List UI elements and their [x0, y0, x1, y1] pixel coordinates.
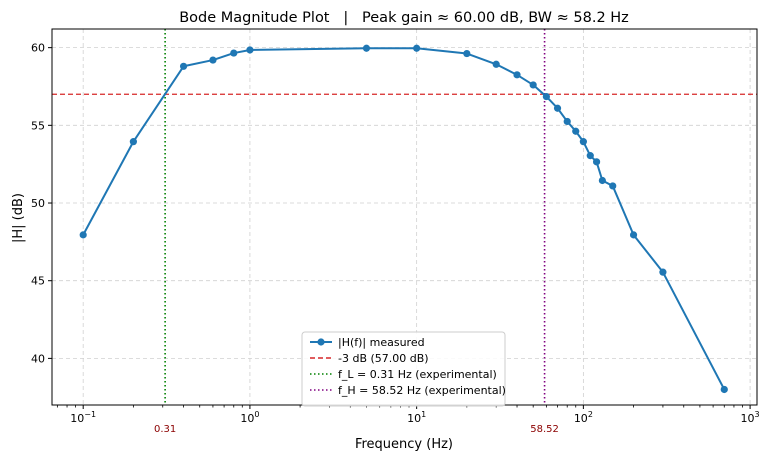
data-point [492, 60, 500, 68]
chart-title: Bode Magnitude Plot | Peak gain ≈ 60.00 … [179, 10, 629, 26]
data-point [179, 62, 188, 70]
cutoff-tick-label: 58.52 [530, 424, 559, 435]
data-point [513, 71, 521, 79]
y-tick-label: 45 [31, 275, 45, 288]
data-point [629, 231, 638, 239]
legend-label: f_H = 58.52 Hz (experimental) [338, 384, 506, 397]
legend-label: f_L = 0.31 Hz (experimental) [338, 368, 497, 381]
data-point [592, 158, 601, 166]
y-axis-title: |H| (dB) [11, 193, 26, 243]
data-point [129, 138, 137, 146]
data-point [362, 44, 371, 52]
data-point [659, 268, 667, 276]
data-point [246, 46, 254, 54]
y-tick-label: 60 [31, 42, 45, 55]
y-tick-label: 55 [31, 119, 45, 132]
data-point [720, 385, 728, 394]
data-point [563, 117, 571, 126]
series-layer [79, 44, 728, 394]
x-tick-label: 10−1 [70, 410, 96, 425]
legend-label: |H(f)| measured [338, 336, 425, 349]
reference-lines [52, 29, 757, 405]
data-point [598, 176, 606, 185]
data-point [463, 49, 471, 58]
x-tick-label: 100 [240, 410, 259, 425]
legend: |H(f)| measured -3 dB (57.00 dB) f_L = 0.3… [301, 331, 506, 407]
tick-layer: 40 45 50 55 60 10−1 100 101 102 103 0.31 58.52 [31, 42, 760, 435]
data-point [579, 138, 587, 146]
data-point [79, 231, 87, 239]
x-axis-title: Frequency (Hz) [355, 437, 453, 452]
legend-box [301, 331, 506, 407]
y-tick-label: 50 [31, 197, 45, 210]
data-point [609, 182, 617, 190]
cutoff-tick-label: 0.31 [154, 424, 176, 435]
y-tick-label: 40 [31, 352, 45, 365]
data-point [413, 44, 421, 52]
data-point [586, 152, 594, 160]
data-point [542, 92, 550, 101]
legend-marker [317, 338, 325, 346]
data-point [529, 81, 537, 89]
data-point [230, 49, 238, 57]
data-point [209, 56, 217, 64]
x-tick-label: 102 [574, 410, 593, 425]
legend-label: -3 dB (57.00 dB) [338, 352, 429, 365]
x-tick-label: 103 [741, 410, 760, 425]
data-point [553, 104, 562, 112]
x-tick-label: 101 [407, 410, 426, 425]
data-point [572, 127, 580, 135]
